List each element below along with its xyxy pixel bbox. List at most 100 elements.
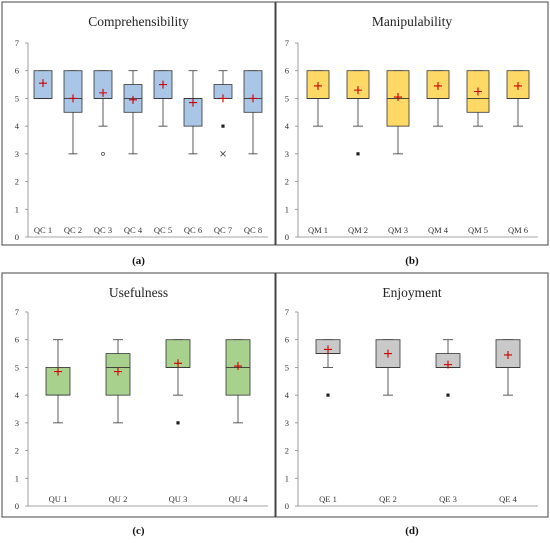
y-tick-label: 5 (15, 362, 19, 372)
y-tick-label: 3 (285, 149, 289, 159)
mean-marker (189, 98, 197, 107)
x-tick-label: QU 4 (229, 494, 248, 504)
y-tick-label: 4 (15, 390, 20, 400)
y-tick-label: 3 (15, 418, 19, 428)
outlier-point (221, 124, 225, 128)
y-tick-label: 1 (285, 473, 289, 483)
y-tick-label: 6 (285, 335, 289, 345)
x-tick-label: QC 8 (244, 225, 262, 235)
mean-marker (234, 362, 242, 371)
y-tick-label: 1 (15, 473, 19, 483)
x-tick-label: QC 2 (64, 225, 82, 235)
y-tick-label: 0 (285, 501, 289, 511)
mean-marker (504, 350, 512, 359)
y-tick-label: 7 (285, 38, 289, 48)
box-qc8 (243, 70, 263, 155)
y-tick-label: 0 (15, 232, 19, 242)
y-tick-label: 4 (285, 121, 290, 131)
box-qm2 (346, 70, 370, 156)
mean-marker (39, 79, 47, 88)
y-tick-label: 2 (15, 177, 19, 187)
mean-marker (354, 86, 362, 95)
x-tick-label: QE 2 (379, 494, 397, 504)
y-tick-label: 7 (15, 38, 19, 48)
x-tick-label: QM 3 (388, 225, 408, 235)
y-tick-label: 5 (15, 93, 19, 103)
box-qu4 (225, 339, 251, 424)
mean-marker (434, 81, 442, 90)
y-tick-label: 3 (15, 149, 19, 159)
y-tick-label: 2 (285, 177, 289, 187)
panel-3: Usefulness (c) 0 1 2 3 4 5 6 7 QU 1 QU 2 QU 3 QU 4 (1, 272, 276, 537)
x-tick-label: QU 1 (49, 494, 68, 504)
box-qc3 (93, 70, 113, 156)
y-tick-label: 1 (285, 204, 289, 214)
panel-title: Usefulness (109, 285, 168, 300)
mean-marker (114, 367, 122, 376)
box-qm1 (306, 70, 330, 127)
y-tick-label: 6 (15, 66, 19, 76)
mean-marker (159, 80, 167, 89)
box-qm4 (426, 70, 450, 127)
panel-caption: (a) (132, 255, 145, 267)
y-tick-label: 4 (15, 121, 20, 131)
panel-title: Manipulability (372, 14, 452, 29)
panel-caption: (d) (405, 525, 419, 537)
y-tick-label: 5 (285, 362, 289, 372)
mean-marker (514, 81, 522, 90)
mean-marker (99, 88, 107, 97)
box-body (243, 70, 263, 113)
y-tick-label: 5 (285, 93, 289, 103)
box-body (105, 353, 131, 396)
x-tick-label: QC 5 (154, 225, 172, 235)
mean-marker (69, 94, 77, 103)
mean-marker (474, 87, 482, 96)
box-qm5 (466, 70, 490, 127)
box-qm3 (386, 70, 410, 155)
box-body (346, 70, 370, 99)
panel-frame (275, 272, 549, 518)
mean-marker (219, 94, 227, 103)
panel-caption: (b) (405, 255, 419, 267)
box-qm6 (506, 70, 530, 127)
outlier-point (326, 393, 330, 397)
y-tick-label: 2 (15, 446, 19, 456)
mean-marker (384, 349, 392, 358)
x-tick-label: QM 4 (428, 225, 449, 235)
panel-title: Enjoyment (382, 285, 441, 300)
y-tick-label: 3 (285, 418, 289, 428)
box-qc5 (153, 70, 173, 127)
x-tick-label: QE 1 (319, 494, 337, 504)
mean-marker (314, 81, 322, 90)
outlier-point (101, 152, 105, 156)
x-tick-label: QC 3 (94, 225, 112, 235)
x-tick-label: QE 4 (499, 494, 517, 504)
box-qc6 (183, 70, 203, 155)
mean-marker (324, 345, 332, 354)
panel-caption: (c) (132, 525, 145, 537)
x-tick-label: QE 3 (439, 494, 457, 504)
box-qe2 (375, 339, 401, 396)
panel-title: Comprehensibility (88, 14, 189, 29)
box-qu3 (165, 339, 191, 425)
box-body (63, 70, 83, 113)
panel-4: Enjoyment (d) 0 1 2 3 4 5 6 7 QE 1 QE 2 QE 3 QE 4 (275, 272, 549, 537)
box-qu2 (105, 339, 131, 424)
box-qu1 (45, 339, 71, 424)
x-tick-label: QC 6 (184, 225, 202, 235)
x-tick-label: QM 1 (308, 225, 328, 235)
box-qc4 (123, 70, 143, 155)
panel-frame (1, 1, 276, 246)
mean-marker (394, 93, 402, 102)
panel-frame (275, 1, 549, 246)
y-tick-label: 2 (285, 446, 289, 456)
box-qc2 (63, 70, 83, 155)
x-tick-label: QU 3 (169, 494, 188, 504)
y-tick-label: 0 (285, 232, 289, 242)
x-tick-label: QC 1 (34, 225, 52, 235)
mean-marker (54, 367, 62, 376)
x-tick-label: QM 6 (508, 225, 528, 235)
x-tick-label: QC 7 (214, 225, 232, 235)
y-tick-label: 0 (15, 501, 19, 511)
